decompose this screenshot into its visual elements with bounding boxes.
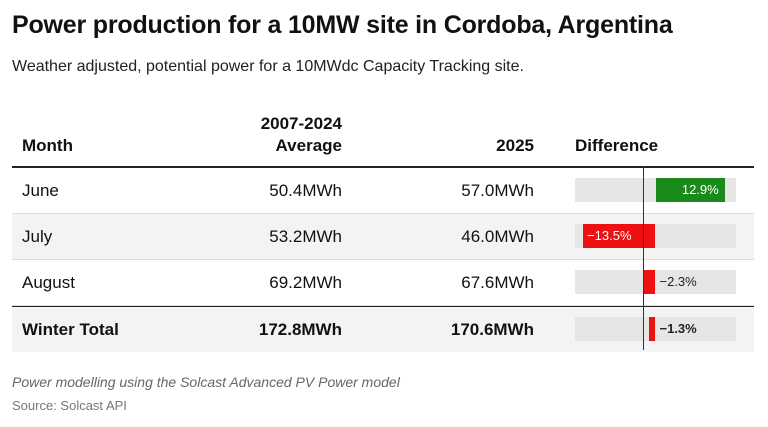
header-average-line1: 2007-2024 [260, 114, 342, 133]
table-row: August 69.2MWh 67.6MWh −2.3% [12, 260, 754, 306]
cell-month: June [22, 181, 59, 200]
cell-2025: 57.0MWh [461, 181, 534, 200]
difference-label: −1.3% [659, 321, 697, 336]
cell-average: 50.4MWh [269, 181, 342, 200]
cell-average: 53.2MWh [269, 227, 342, 246]
cell-2025: 170.6MWh [450, 320, 534, 339]
difference-bar [655, 178, 725, 202]
zero-line [643, 166, 644, 350]
table-header: Month 2007-2024 Average 2025 Difference [12, 106, 754, 168]
source-note: Source: Solcast API [12, 398, 127, 413]
difference-label: −2.3% [659, 274, 697, 289]
cell-month: August [22, 273, 75, 292]
header-difference: Difference [575, 136, 659, 155]
difference-bar-track [575, 317, 736, 341]
difference-bar [643, 270, 656, 294]
cell-month: July [22, 227, 53, 246]
table-row: July 53.2MWh 46.0MWh −13.5% [12, 214, 754, 260]
cell-2025: 67.6MWh [461, 273, 534, 292]
table-body: June 50.4MWh 57.0MWh 12.9% July 53.2MWh 46.0MW… [12, 168, 754, 352]
difference-bar-track [575, 270, 736, 294]
difference-label: −13.5% [587, 228, 632, 243]
cell-average: 69.2MWh [269, 273, 342, 292]
total-row: Winter Total 172.8MWh 170.6MWh −1.3% [12, 306, 754, 352]
footnote: Power modelling using the Solcast Advanc… [12, 374, 400, 390]
cell-2025: 46.0MWh [461, 227, 534, 246]
difference-label: 12.9% [681, 182, 719, 197]
header-month: Month [22, 136, 73, 155]
cell-month: Winter Total [22, 320, 119, 339]
table-row: June 50.4MWh 57.0MWh 12.9% [12, 168, 754, 214]
chart-title: Power production for a 10MW site in Cord… [12, 11, 673, 39]
header-2025: 2025 [496, 136, 534, 155]
data-table: Month 2007-2024 Average 2025 Difference … [12, 106, 754, 352]
header-average-line2: Average [275, 136, 342, 155]
difference-bar [648, 317, 656, 341]
header-average: 2007-2024 Average [261, 113, 342, 157]
cell-average: 172.8MWh [258, 320, 342, 339]
chart-subtitle: Weather adjusted, potential power for a … [12, 58, 524, 75]
